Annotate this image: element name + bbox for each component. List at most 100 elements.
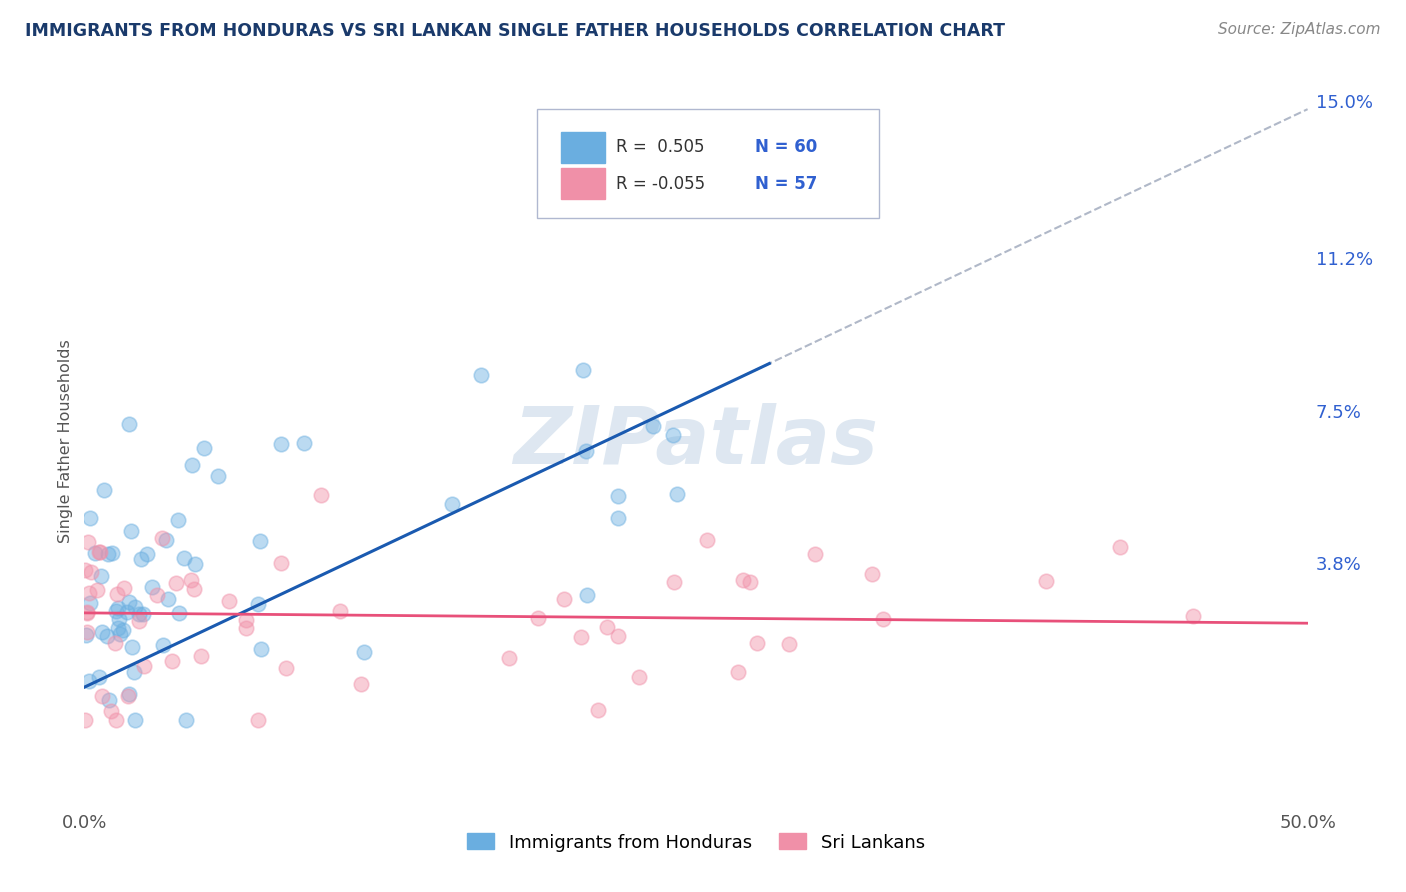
Point xyxy=(696,533,718,547)
Point xyxy=(184,557,207,571)
Point xyxy=(115,605,138,619)
Point xyxy=(350,677,373,691)
Point xyxy=(90,569,112,583)
Point xyxy=(218,594,240,608)
FancyBboxPatch shape xyxy=(561,169,606,199)
Point xyxy=(606,629,628,643)
Point xyxy=(235,613,257,627)
Point xyxy=(128,607,150,621)
Point xyxy=(526,611,548,625)
Point xyxy=(124,713,146,727)
Point xyxy=(353,645,375,659)
Point xyxy=(86,582,108,597)
Point xyxy=(98,693,121,707)
Point xyxy=(665,486,688,500)
Text: IMMIGRANTS FROM HONDURAS VS SRI LANKAN SINGLE FATHER HOUSEHOLDS CORRELATION CHAR: IMMIGRANTS FROM HONDURAS VS SRI LANKAN S… xyxy=(25,22,1005,40)
Point xyxy=(247,713,270,727)
Point xyxy=(79,511,101,525)
Point xyxy=(112,581,135,595)
Point xyxy=(249,533,271,548)
Point xyxy=(79,597,101,611)
Point xyxy=(91,624,114,639)
Point xyxy=(104,636,127,650)
Point xyxy=(553,592,575,607)
Point xyxy=(152,638,174,652)
Point xyxy=(100,704,122,718)
Point xyxy=(75,713,97,727)
Point xyxy=(180,573,202,587)
Point xyxy=(575,587,598,601)
Point xyxy=(661,428,683,442)
Point xyxy=(641,418,664,433)
Point xyxy=(166,513,188,527)
Point xyxy=(440,498,463,512)
Point xyxy=(207,469,229,483)
Point xyxy=(76,606,98,620)
Point xyxy=(112,623,135,637)
Point xyxy=(270,437,292,451)
Point xyxy=(108,627,131,641)
Point xyxy=(628,669,651,683)
Point xyxy=(165,576,187,591)
Point xyxy=(107,601,129,615)
Point xyxy=(91,690,114,704)
Point xyxy=(124,600,146,615)
Point xyxy=(105,603,128,617)
Point xyxy=(738,575,761,590)
Text: R = -0.055: R = -0.055 xyxy=(616,175,706,193)
Point xyxy=(101,546,124,560)
Text: N = 60: N = 60 xyxy=(755,138,817,156)
Point xyxy=(860,566,883,581)
Point xyxy=(190,648,212,663)
Point xyxy=(173,550,195,565)
Point xyxy=(105,713,128,727)
Point xyxy=(596,620,619,634)
Point xyxy=(745,636,768,650)
Point xyxy=(1182,608,1205,623)
Text: N = 57: N = 57 xyxy=(755,175,817,193)
Point xyxy=(134,658,156,673)
Point xyxy=(118,417,141,431)
Point xyxy=(129,551,152,566)
Point xyxy=(128,614,150,628)
Point xyxy=(160,654,183,668)
Point xyxy=(1108,540,1130,554)
Point xyxy=(778,637,800,651)
Point xyxy=(93,483,115,497)
Point xyxy=(572,363,595,377)
Point xyxy=(167,606,190,620)
Point xyxy=(117,690,139,704)
Point xyxy=(135,547,157,561)
Point xyxy=(80,565,103,579)
Point xyxy=(155,533,177,548)
Point xyxy=(89,545,111,559)
Point xyxy=(79,674,101,689)
Point xyxy=(731,573,754,587)
FancyBboxPatch shape xyxy=(561,132,606,162)
Point xyxy=(75,627,97,641)
Point xyxy=(107,621,129,635)
Point xyxy=(1035,574,1057,589)
Point xyxy=(96,629,118,643)
Point xyxy=(97,547,120,561)
FancyBboxPatch shape xyxy=(537,109,880,218)
Point xyxy=(294,435,316,450)
Point xyxy=(274,661,297,675)
Point xyxy=(586,703,609,717)
Point xyxy=(156,591,179,606)
Point xyxy=(193,442,215,456)
Point xyxy=(664,574,686,589)
Point xyxy=(121,640,143,654)
Point xyxy=(180,458,202,472)
Point xyxy=(235,621,257,635)
Y-axis label: Single Father Households: Single Father Households xyxy=(58,340,73,543)
Point xyxy=(117,595,139,609)
Point xyxy=(872,612,894,626)
Point xyxy=(77,586,100,600)
Point xyxy=(75,563,97,577)
Point xyxy=(183,582,205,596)
Point xyxy=(122,665,145,680)
Point xyxy=(77,534,100,549)
Point xyxy=(804,547,827,561)
Point xyxy=(87,670,110,684)
